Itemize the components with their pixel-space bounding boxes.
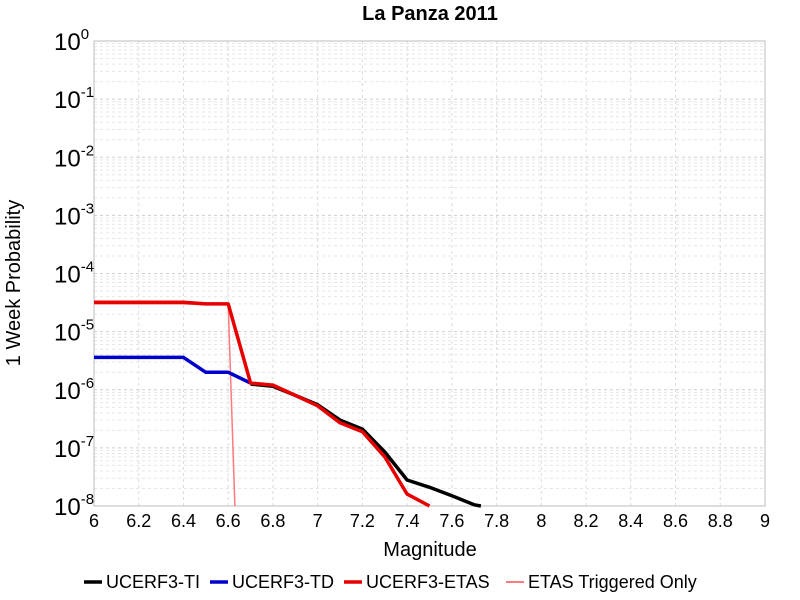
legend-label: UCERF3-TI bbox=[106, 572, 200, 592]
grid bbox=[93, 41, 766, 507]
y-tick-label: 10-7 bbox=[54, 433, 94, 463]
y-tick-label: 10-5 bbox=[54, 317, 94, 347]
y-axis-label: 1 Week Probability bbox=[3, 200, 25, 366]
x-tick-label: 8.2 bbox=[574, 511, 599, 531]
x-axis-ticks: 6 6.2 6.4 6.6 6.8 7 7.2 7.4 7.6 7.8 8 8.2 8.4 8.6 8.8 9 bbox=[89, 511, 770, 531]
y-tick-label: 10-1 bbox=[54, 84, 94, 114]
y-tick-label: 100 bbox=[54, 26, 89, 56]
series-line-ucerf3-etas bbox=[94, 300, 431, 508]
x-tick-label: 9 bbox=[760, 511, 770, 531]
y-tick-label: 10-4 bbox=[54, 259, 94, 289]
series-line-etas-triggered-only bbox=[94, 303, 236, 507]
chart-title: La Panza 2011 bbox=[362, 3, 498, 25]
x-tick-label: 6.8 bbox=[260, 511, 285, 531]
y-tick-label: 10-2 bbox=[54, 142, 94, 172]
series-line-ucerf3-td bbox=[94, 355, 252, 385]
x-tick-label: 8.6 bbox=[663, 511, 688, 531]
x-tick-label: 7.2 bbox=[350, 511, 375, 531]
legend: UCERF3-TI UCERF3-TD UCERF3-ETAS ETAS Trigge… bbox=[84, 572, 697, 592]
x-tick-label: 6.2 bbox=[126, 511, 151, 531]
series-group bbox=[94, 300, 482, 508]
legend-label: UCERF3-ETAS bbox=[366, 572, 490, 592]
y-tick-label: 10-6 bbox=[54, 375, 94, 405]
x-axis-label: Magnitude bbox=[383, 539, 476, 561]
y-tick-label: 10-8 bbox=[54, 491, 94, 521]
x-tick-label: 6.4 bbox=[171, 511, 196, 531]
x-tick-label: 7.4 bbox=[395, 511, 420, 531]
y-tick-label: 10-3 bbox=[54, 200, 94, 230]
legend-label: ETAS Triggered Only bbox=[528, 572, 697, 592]
legend-label: UCERF3-TD bbox=[232, 572, 334, 592]
x-tick-label: 7.6 bbox=[439, 511, 464, 531]
x-tick-label: 7 bbox=[313, 511, 323, 531]
x-tick-label: 8 bbox=[536, 511, 546, 531]
x-tick-label: 6.6 bbox=[216, 511, 241, 531]
x-tick-label: 6 bbox=[89, 511, 99, 531]
x-tick-label: 8.8 bbox=[708, 511, 733, 531]
y-axis-ticks: 100 10-1 10-2 10-3 10-4 10-5 10-6 10-7 10-8 bbox=[54, 26, 94, 521]
x-tick-label: 7.8 bbox=[484, 511, 509, 531]
x-tick-label: 8.4 bbox=[618, 511, 643, 531]
